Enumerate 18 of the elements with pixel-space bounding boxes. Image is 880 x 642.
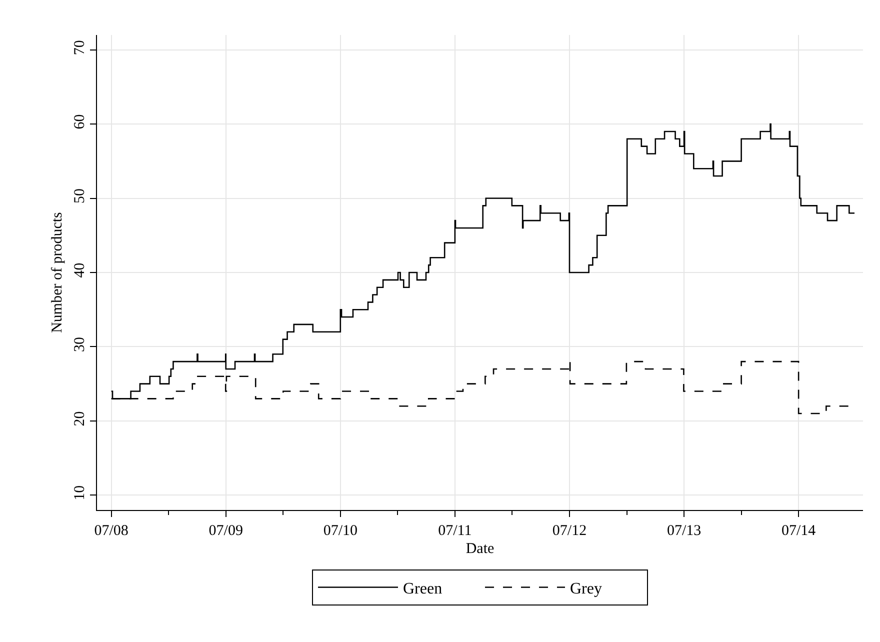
x-tick-label: 07/12 — [552, 523, 587, 539]
y-tick-label: 50 — [72, 188, 88, 204]
x-axis-title: Date — [466, 541, 494, 557]
y-tick-label: 60 — [72, 114, 88, 130]
x-tick-label: 07/14 — [781, 523, 816, 539]
y-axis-title: Number of products — [49, 212, 66, 333]
x-tick-label: 07/09 — [208, 523, 243, 539]
y-tick-label: 40 — [72, 262, 88, 278]
y-tick-label: 20 — [72, 411, 88, 426]
y-tick-label: 10 — [72, 485, 88, 500]
y-tick-label: 30 — [72, 336, 88, 352]
legend-label: Green — [403, 580, 442, 598]
x-tick-label: 07/10 — [323, 523, 358, 539]
x-tick-label: 07/08 — [94, 523, 128, 539]
x-tick-label: 07/13 — [666, 523, 702, 539]
legend-label: Grey — [570, 580, 602, 598]
x-tick-label: 07/11 — [438, 523, 472, 539]
y-tick-label: 70 — [72, 40, 88, 56]
